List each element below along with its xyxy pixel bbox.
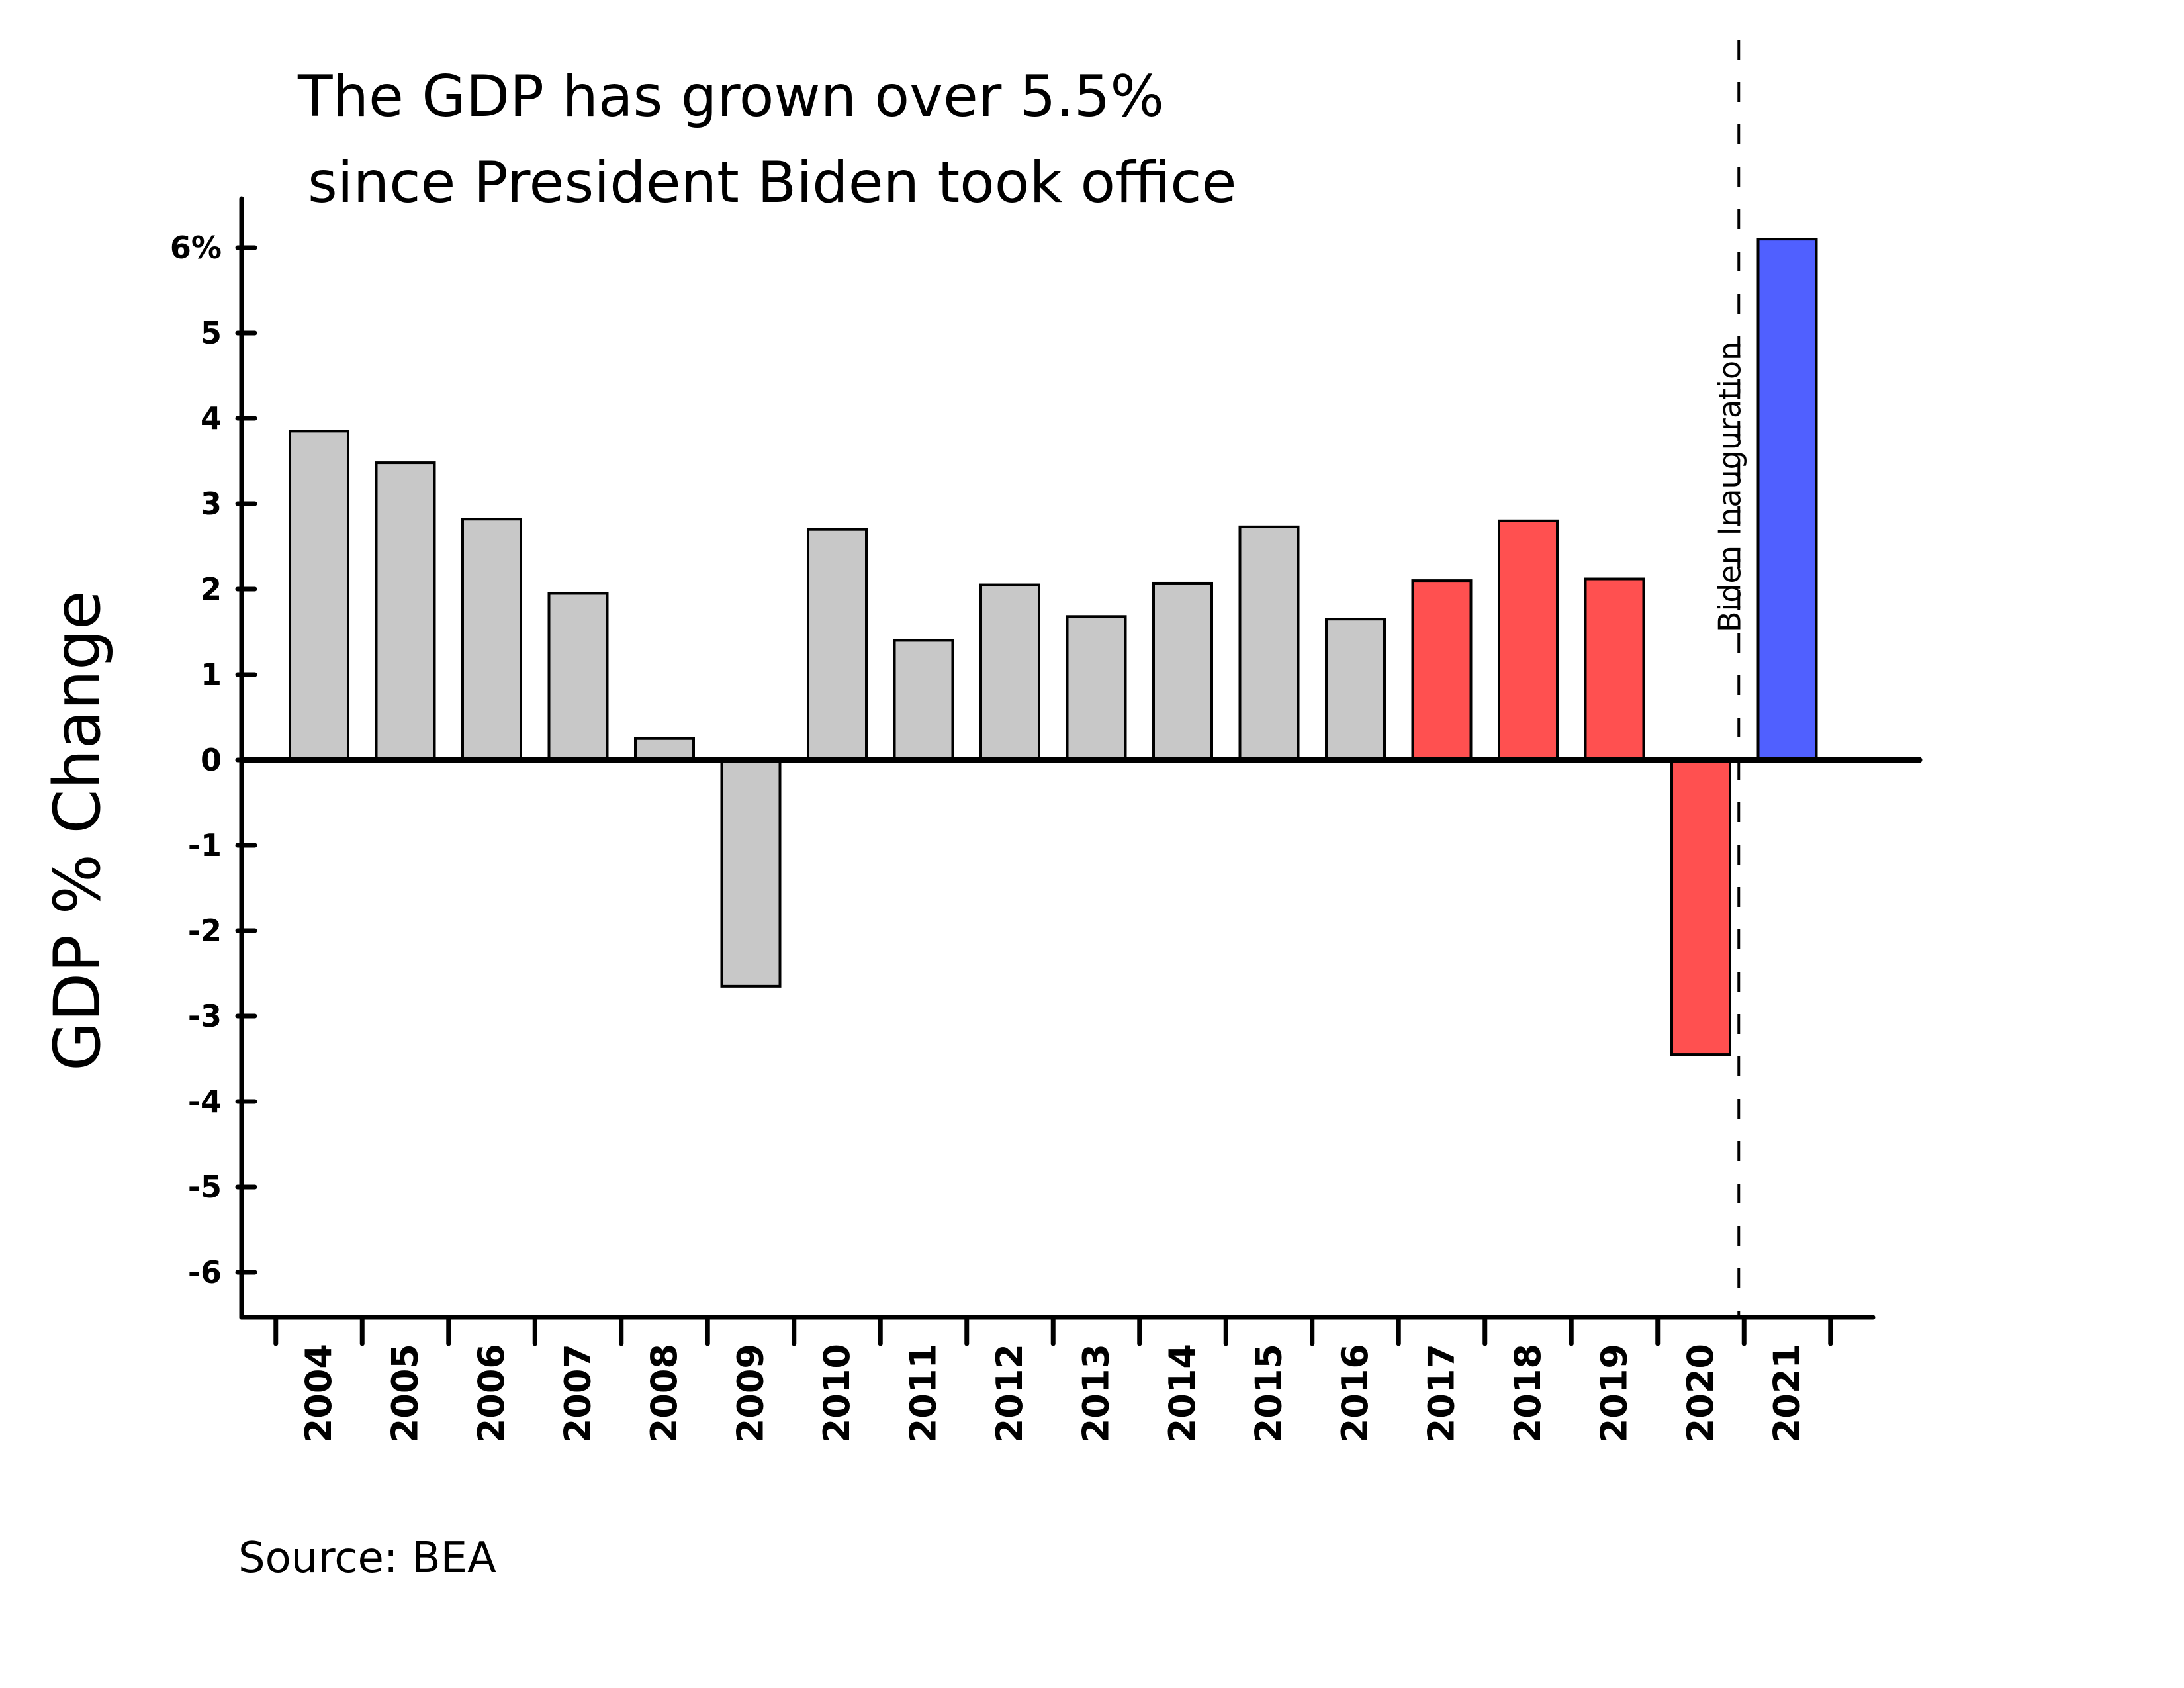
x-tick-label-2011: 2011 [903,1344,944,1443]
bar-2015 [1238,525,1300,762]
bar-2009 [720,759,782,988]
x-tick-label-2006: 2006 [471,1344,512,1443]
y-tick-label: 6% [170,230,222,265]
x-tick-label-2015: 2015 [1248,1344,1290,1443]
y-tick-label: -2 [188,913,222,949]
y-tick-label: -5 [188,1169,222,1205]
x-tick-label-2019: 2019 [1594,1344,1635,1443]
bar-2008 [634,737,695,761]
y-tick-label: -1 [188,827,222,863]
y-tick-label: 3 [201,486,222,522]
y-tick-label: 1 [201,657,222,692]
chart-subtitle: since President Biden took office [308,150,1237,216]
bar-2016 [1325,618,1386,762]
bar-2005 [375,461,436,762]
y-tick-label: 5 [201,315,222,351]
x-tick-label-2020: 2020 [1680,1344,1721,1443]
bar-2020 [1670,759,1731,1056]
bar-2014 [1152,581,1213,761]
bar-2012 [979,583,1040,761]
bar-2019 [1584,577,1645,762]
bar-2021 [1756,238,1818,762]
bar-2006 [461,518,522,761]
x-tick-label-2008: 2008 [643,1344,685,1443]
x-tick-label-2018: 2018 [1507,1344,1549,1443]
bar-2010 [807,528,868,761]
bar-2013 [1066,615,1127,762]
chart-title: The GDP has grown over 5.5% [297,64,1164,130]
x-tick-label-2007: 2007 [557,1344,599,1443]
x-tick-label-2010: 2010 [816,1344,858,1443]
x-tick-label-2014: 2014 [1161,1344,1203,1443]
x-tick-label-2005: 2005 [385,1344,426,1443]
x-tick-label-2012: 2012 [989,1344,1030,1443]
x-tick-label-2021: 2021 [1766,1344,1808,1443]
y-tick-label: -3 [188,998,222,1034]
x-tick-label-2004: 2004 [298,1344,340,1443]
source-note: Source: BEA [238,1534,496,1583]
x-tick-label-2017: 2017 [1421,1344,1463,1443]
y-tick-label: -4 [188,1084,222,1119]
y-axis-label: GDP % Change [40,590,114,1071]
y-tick-label: 4 [201,400,222,436]
bar-2007 [547,592,609,762]
bar-2017 [1411,579,1473,761]
y-tick-label: -6 [188,1254,222,1290]
x-tick-label-2016: 2016 [1334,1344,1376,1443]
x-tick-label-2009: 2009 [730,1344,772,1443]
y-tick-label: 2 [201,571,222,607]
inauguration-label: Biden Inauguration [1711,342,1747,632]
x-tick-label-2013: 2013 [1075,1344,1117,1443]
bar-2011 [893,639,954,762]
bar-2004 [289,430,349,761]
y-tick-label: 0 [201,742,222,778]
bar-2018 [1498,519,1559,761]
